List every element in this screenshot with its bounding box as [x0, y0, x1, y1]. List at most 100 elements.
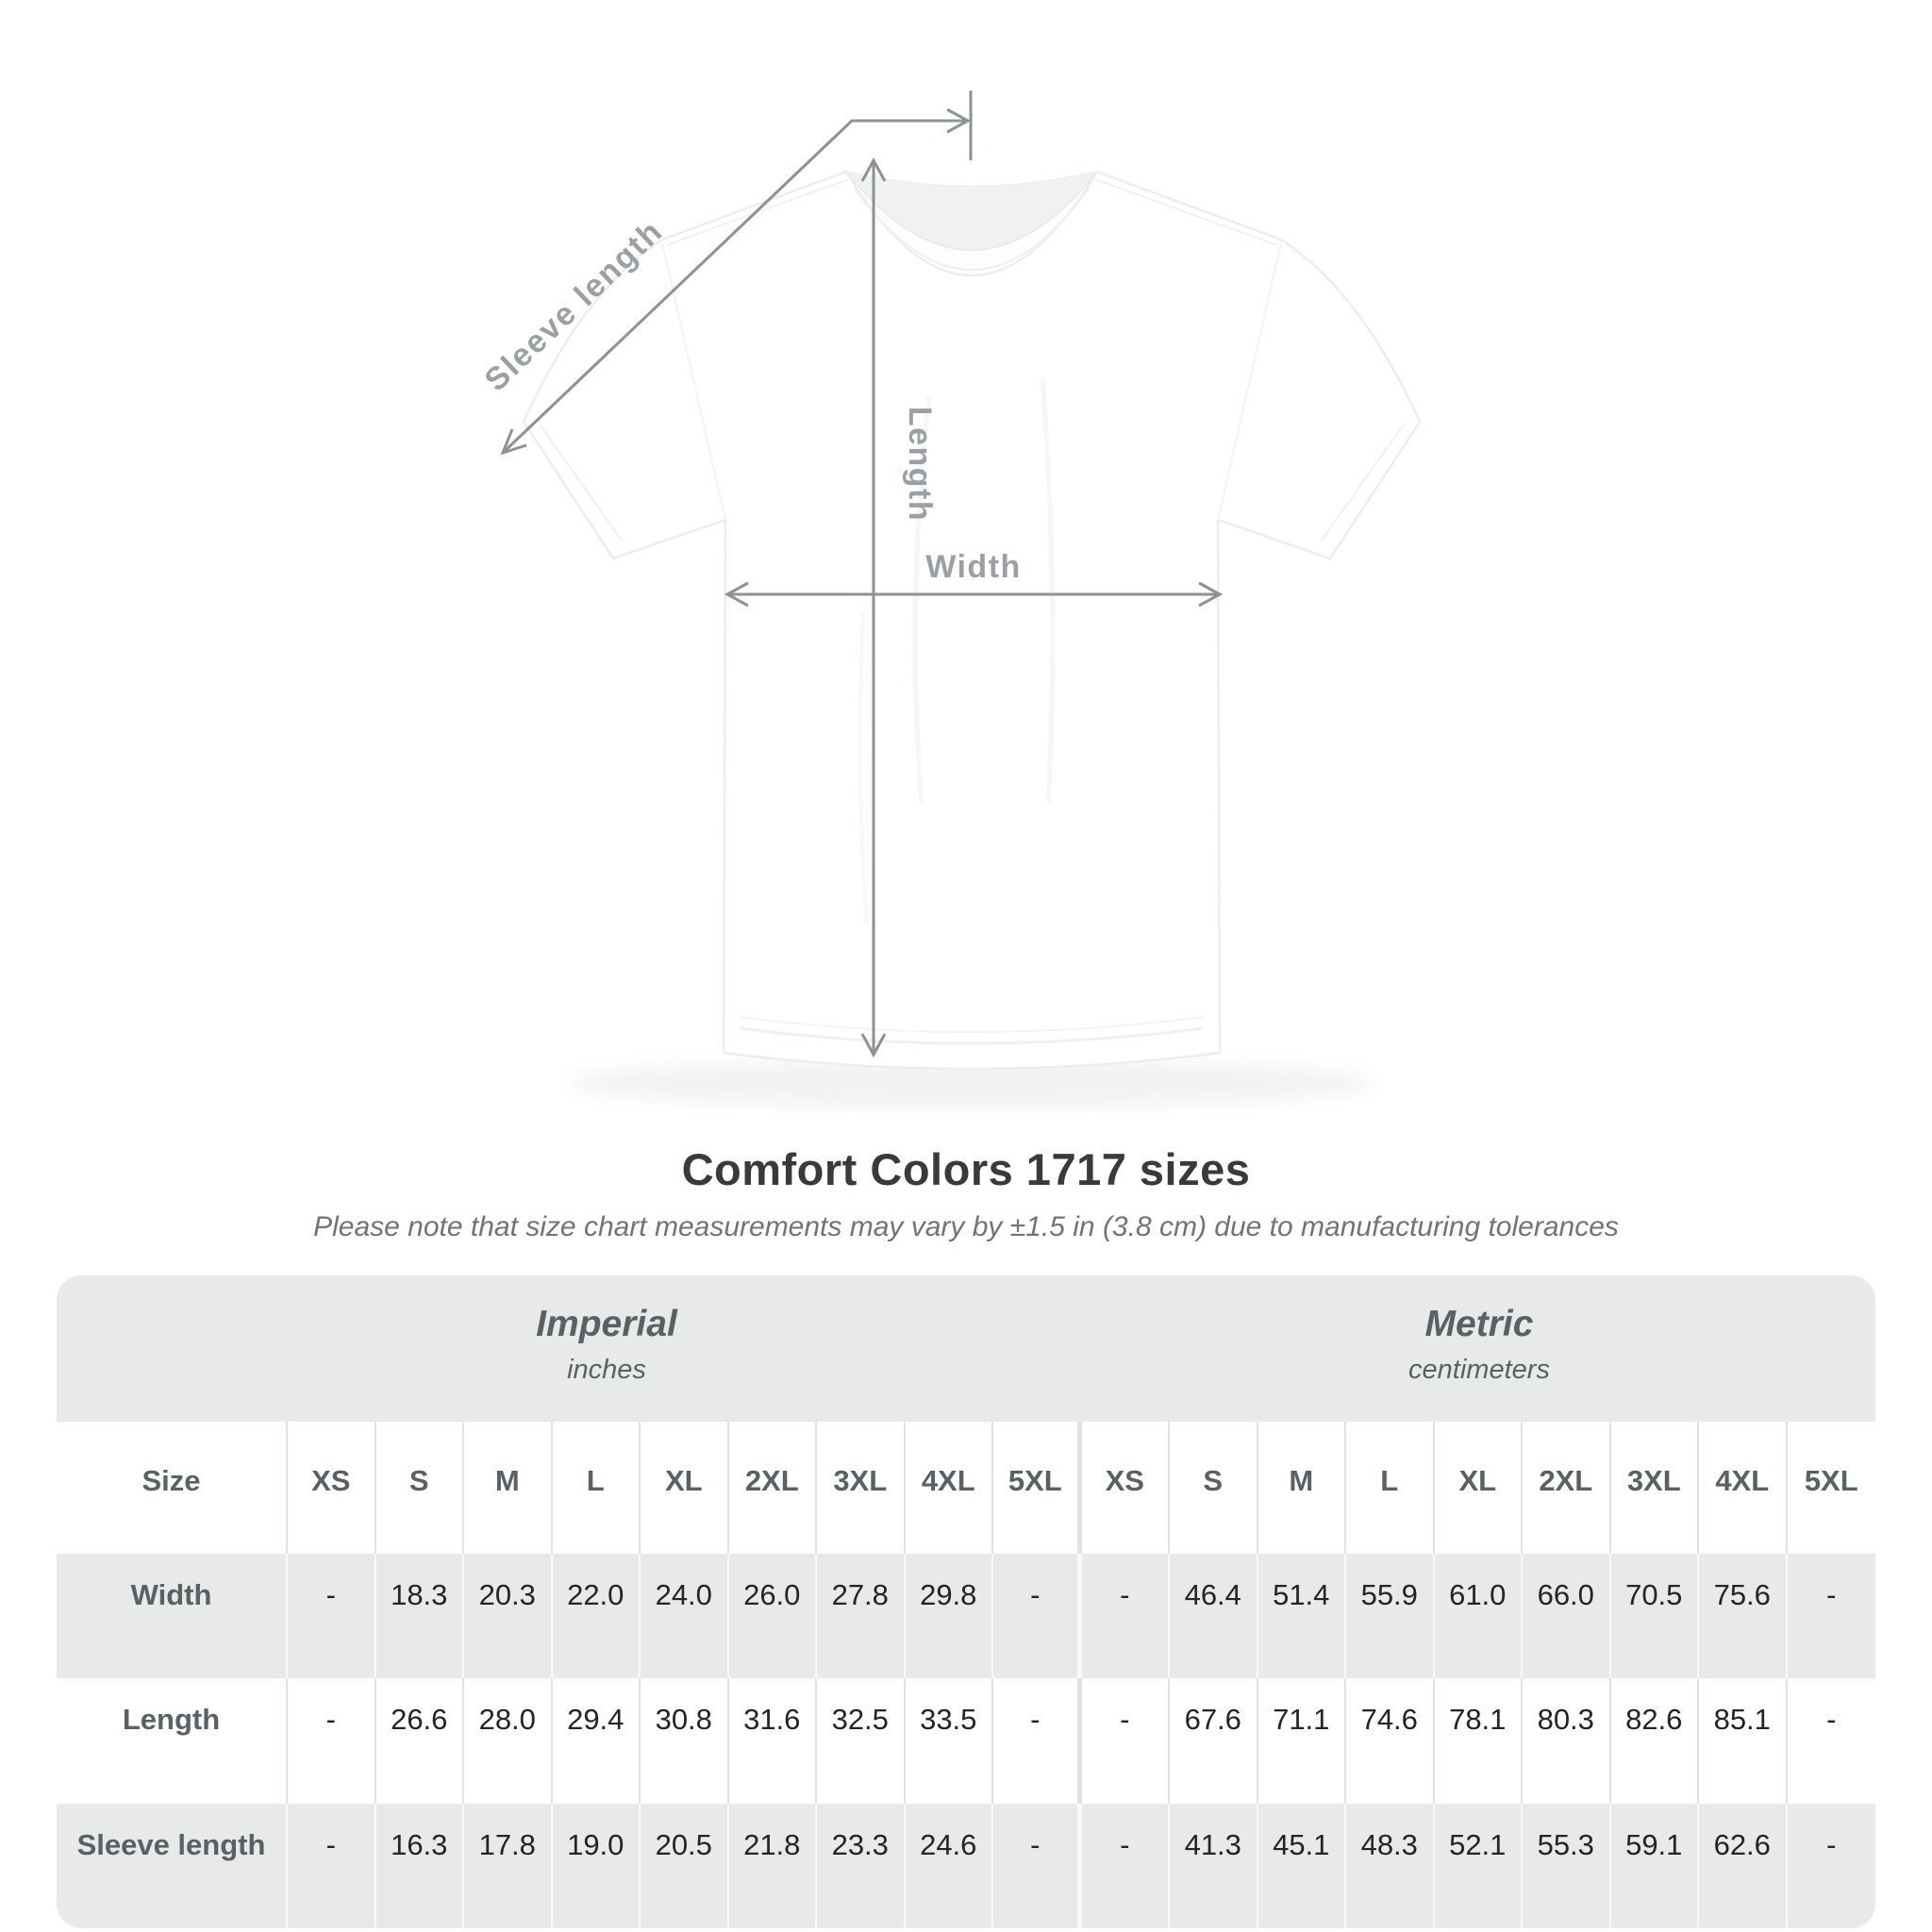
size-col-metric-2xl: 2XL [1523, 1422, 1611, 1554]
value-cell-imperial: 27.8 [817, 1554, 906, 1679]
value-cell-imperial: 18.3 [376, 1554, 464, 1679]
unit-band: Imperial inches Metric centimeters [57, 1275, 1875, 1422]
size-table: Imperial inches Metric centimeters Size X… [57, 1275, 1875, 1928]
value-cell-metric: 80.3 [1523, 1678, 1611, 1804]
length-arrow [860, 157, 887, 1058]
value-cell-imperial: - [288, 1554, 376, 1679]
measurement-row-length: Length -26.6 28.0 29.4 30.8 31.6 32.5 33.5- -67.… [57, 1678, 1875, 1804]
size-col-imperial-xl: XL [641, 1422, 729, 1554]
size-col-imperial-xs: XS [288, 1422, 376, 1554]
value-cell-metric: 59.1 [1611, 1803, 1699, 1928]
unit-group-unit: centimeters [1408, 1355, 1550, 1385]
size-col-imperial-2xl: 2XL [729, 1422, 817, 1554]
value-cell-imperial: 17.8 [464, 1803, 553, 1928]
value-cell-imperial: - [993, 1803, 1082, 1928]
unit-group-unit: inches [567, 1355, 646, 1385]
value-cell-metric: 74.6 [1346, 1678, 1435, 1804]
row-label: Sleeve length [57, 1803, 288, 1928]
row-label: Length [57, 1678, 288, 1804]
value-cell-imperial: 21.8 [729, 1803, 817, 1928]
size-col-imperial-s: S [376, 1422, 464, 1554]
value-cell-imperial: - [288, 1678, 376, 1804]
unit-group-imperial: Imperial inches [536, 1304, 677, 1386]
value-cell-imperial: 19.0 [553, 1803, 641, 1928]
value-cell-metric: 52.1 [1435, 1803, 1523, 1928]
value-cell-metric: - [1082, 1554, 1170, 1679]
collar-band [845, 171, 1098, 276]
size-col-metric-l: L [1346, 1422, 1435, 1554]
value-cell-metric: 61.0 [1435, 1554, 1523, 1679]
value-cell-imperial: 20.5 [641, 1803, 729, 1928]
value-cell-metric: 85.1 [1699, 1678, 1788, 1804]
value-cell-imperial: 23.3 [817, 1803, 906, 1928]
size-diagram: Sleeve length Length Width [478, 91, 1422, 1108]
value-cell-imperial: 31.6 [729, 1678, 817, 1804]
value-cell-metric: - [1082, 1678, 1170, 1804]
size-col-imperial-3xl: 3XL [817, 1422, 906, 1554]
size-col-imperial-5xl: 5XL [993, 1422, 1082, 1554]
width-arrow [724, 581, 1224, 608]
value-cell-imperial: 29.8 [906, 1554, 993, 1679]
value-cell-metric: 78.1 [1435, 1678, 1523, 1804]
size-col-metric-m: M [1258, 1422, 1346, 1554]
unit-group-metric: Metric centimeters [1408, 1304, 1550, 1386]
length-label: Length [902, 407, 938, 522]
value-cell-imperial: - [993, 1678, 1082, 1804]
size-header: Size [57, 1422, 288, 1554]
value-cell-metric: 67.6 [1170, 1678, 1258, 1804]
size-col-imperial-m: M [464, 1422, 553, 1554]
value-cell-imperial: 26.0 [729, 1554, 817, 1679]
value-cell-imperial: - [288, 1803, 376, 1928]
measurement-arrows [500, 91, 1224, 1058]
size-col-metric-3xl: 3XL [1611, 1422, 1699, 1554]
value-cell-metric: 82.6 [1611, 1678, 1699, 1804]
size-col-metric-5xl: 5XL [1804, 1464, 1858, 1497]
value-cell-metric: 51.4 [1258, 1554, 1346, 1679]
row-label: Width [57, 1554, 288, 1679]
size-col-metric-xl: XL [1435, 1422, 1523, 1554]
value-cell-imperial: 24.6 [906, 1803, 993, 1928]
value-cell-metric: 55.9 [1346, 1554, 1435, 1679]
value-cell-imperial: 26.6 [376, 1678, 464, 1804]
measurement-row-sleeve-length: Sleeve length -16.3 17.8 19.0 20.5 21.8 23.3 24… [57, 1803, 1875, 1928]
value-cell-imperial: 16.3 [376, 1803, 464, 1928]
value-cell-imperial: 22.0 [553, 1554, 641, 1679]
value-cell-imperial: 29.4 [553, 1678, 641, 1804]
value-cell-imperial: 24.0 [641, 1554, 729, 1679]
value-cell-metric: - [1826, 1827, 1837, 1861]
value-cell-metric: 41.3 [1170, 1803, 1258, 1928]
value-cell-metric: 45.1 [1258, 1803, 1346, 1928]
value-cell-metric: - [1082, 1803, 1170, 1928]
sleeve-length-arrow [500, 108, 972, 456]
tolerance-note: Please note that size chart measurements… [313, 1211, 1619, 1242]
size-col-imperial-4xl: 4XL [906, 1422, 993, 1554]
value-cell-metric: - [1826, 1703, 1837, 1737]
value-cell-metric: 48.3 [1346, 1803, 1435, 1928]
value-cell-metric: - [1826, 1578, 1837, 1612]
unit-group-name: Imperial [536, 1304, 677, 1344]
value-cell-imperial: 33.5 [906, 1678, 993, 1804]
value-cell-metric: 46.4 [1170, 1554, 1258, 1679]
tshirt-illustration [522, 170, 1422, 1071]
size-col-metric-s: S [1170, 1422, 1258, 1554]
measurement-row-width: Width -18.3 20.3 22.0 24.0 26.0 27.8 29.8- -46.4… [57, 1554, 1875, 1679]
value-cell-imperial: 28.0 [464, 1678, 553, 1804]
width-label: Width [925, 549, 1022, 585]
size-header-row: Size XS S M L XL 2XL 3XL 4XL 5XL XS S M L XL 2XL 3XL 4XL 5… [57, 1422, 1875, 1554]
value-cell-metric: 62.6 [1699, 1803, 1788, 1928]
unit-group-name: Metric [1424, 1304, 1534, 1344]
value-cell-imperial: - [993, 1554, 1082, 1679]
value-cell-metric: 66.0 [1523, 1554, 1611, 1679]
value-cell-imperial: 32.5 [817, 1678, 906, 1804]
value-cell-imperial: 20.3 [464, 1554, 553, 1679]
value-cell-metric: 55.3 [1523, 1803, 1611, 1928]
table-rows: Size XS S M L XL 2XL 3XL 4XL 5XL XS S M L XL 2XL 3XL 4XL 5… [57, 1422, 1875, 1928]
value-cell-metric: 71.1 [1258, 1678, 1346, 1804]
size-col-metric-xs: XS [1082, 1422, 1170, 1554]
shirt-shadow [566, 1058, 1377, 1108]
size-col-metric-4xl: 4XL [1699, 1422, 1788, 1554]
value-cell-metric: 75.6 [1699, 1554, 1788, 1679]
value-cell-imperial: 30.8 [641, 1678, 729, 1804]
value-cell-metric: 70.5 [1611, 1554, 1699, 1679]
